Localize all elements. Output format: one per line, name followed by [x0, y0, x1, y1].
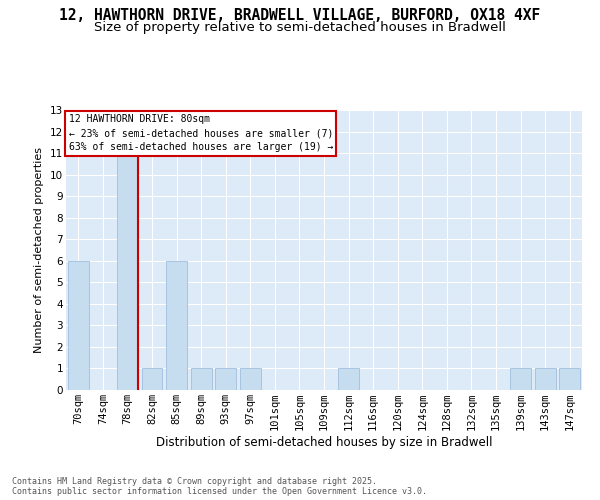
Text: Size of property relative to semi-detached houses in Bradwell: Size of property relative to semi-detach…	[94, 21, 506, 34]
Bar	[510, 368, 531, 390]
Bar	[68, 261, 89, 390]
Bar	[142, 368, 163, 390]
Bar	[338, 368, 359, 390]
X-axis label: Distribution of semi-detached houses by size in Bradwell: Distribution of semi-detached houses by …	[156, 436, 492, 449]
Y-axis label: Number of semi-detached properties: Number of semi-detached properties	[34, 147, 44, 353]
Text: 12 HAWTHORN DRIVE: 80sqm
← 23% of semi-detached houses are smaller (7)
63% of se: 12 HAWTHORN DRIVE: 80sqm ← 23% of semi-d…	[68, 114, 333, 152]
Bar	[117, 153, 138, 390]
Text: 12, HAWTHORN DRIVE, BRADWELL VILLAGE, BURFORD, OX18 4XF: 12, HAWTHORN DRIVE, BRADWELL VILLAGE, BU…	[59, 8, 541, 22]
Bar	[166, 261, 187, 390]
Bar	[535, 368, 556, 390]
Text: Contains HM Land Registry data © Crown copyright and database right 2025.
Contai: Contains HM Land Registry data © Crown c…	[12, 476, 427, 496]
Bar	[559, 368, 580, 390]
Bar	[215, 368, 236, 390]
Bar	[240, 368, 261, 390]
Bar	[191, 368, 212, 390]
